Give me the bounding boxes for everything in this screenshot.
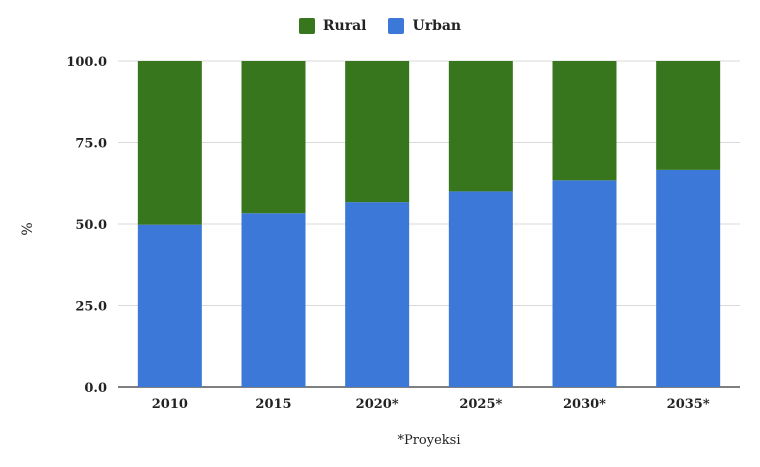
x-axis-footnote: *Proyeksi (397, 433, 460, 448)
x-tick-label: 2030* (563, 397, 606, 412)
x-tick-label: 2015 (255, 397, 291, 412)
bar-rural (552, 61, 617, 181)
legend-label-rural: Rural (322, 18, 367, 34)
x-tick-label: 2035* (667, 397, 710, 412)
bar-urban (345, 202, 410, 387)
bar-rural (345, 61, 410, 203)
x-tick-label: 2020* (356, 397, 399, 412)
bar-urban (137, 224, 202, 387)
y-tick-label: 100.0 (66, 55, 107, 70)
chart-legend: Rural Urban (0, 18, 760, 34)
bar-rural (656, 61, 721, 170)
bar-urban (656, 169, 721, 387)
bar-urban (552, 180, 617, 387)
y-tick-label: 25.0 (75, 300, 107, 315)
x-tick-label: 2025* (459, 397, 502, 412)
legend-label-urban: Urban (412, 18, 462, 34)
legend-item-urban: Urban (388, 18, 461, 34)
y-tick-label: 0.0 (84, 381, 107, 396)
bar-rural (137, 61, 202, 225)
legend-item-rural: Rural (298, 18, 367, 34)
legend-swatch-urban (388, 18, 405, 34)
bar-rural (448, 61, 513, 192)
bar-urban (241, 213, 306, 387)
legend-swatch-rural (298, 18, 315, 34)
bar-urban (448, 191, 513, 387)
y-axis-title: % (20, 222, 36, 235)
bar-rural (241, 61, 306, 214)
x-tick-label: 2010 (152, 397, 188, 412)
y-tick-label: 50.0 (75, 218, 107, 233)
y-tick-label: 75.0 (75, 137, 107, 152)
